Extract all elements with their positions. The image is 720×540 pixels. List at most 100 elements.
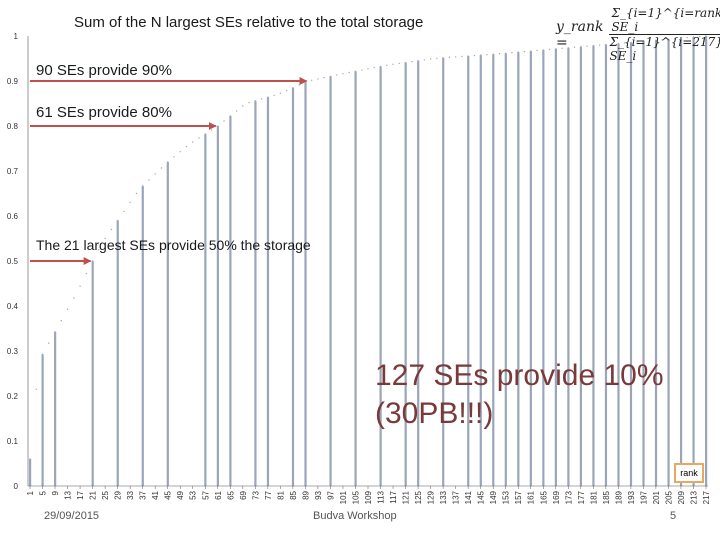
x-tick-label: 197 (639, 490, 648, 504)
chart-title: Sum of the N largest SEs relative to the… (74, 14, 424, 31)
curve-point (348, 71, 350, 74)
curve-point (398, 62, 400, 65)
curve-point (674, 37, 676, 40)
bar-rank-97 (329, 76, 332, 487)
curve-point (655, 39, 657, 41)
curve-point (129, 201, 131, 204)
curve-point (267, 96, 269, 98)
formula: y_rank = Σ_{i=1}^{i=rank} SE_i Σ_{i=1}^{… (556, 6, 720, 63)
formula-lhs: y_rank = (556, 18, 604, 51)
curve-point (98, 249, 100, 251)
curve-point (160, 167, 163, 169)
bar-rank-173 (567, 47, 570, 486)
curve-point (648, 40, 651, 42)
curve-point (35, 388, 37, 390)
curve-point (448, 56, 451, 59)
bar-rank-105 (354, 71, 357, 486)
footer-page: 5 (670, 510, 677, 522)
curve-point (536, 49, 538, 52)
x-tick-label: 9 (51, 490, 60, 495)
y-tick-label: 0.2 (7, 392, 19, 401)
y-tick-label: 0.1 (7, 437, 19, 446)
curve-point (336, 74, 338, 76)
curve-point (404, 61, 407, 64)
bar-rank-213 (692, 37, 695, 486)
x-tick-label: 21 (89, 490, 98, 499)
curve-point (598, 44, 601, 46)
bar-rank-5 (41, 354, 44, 486)
x-tick-label: 45 (164, 490, 173, 499)
curve-point (141, 185, 144, 187)
curve-point (573, 46, 576, 48)
x-tick-label: 193 (627, 490, 636, 504)
x-tick-label: 81 (276, 490, 285, 499)
x-tick-label: 153 (502, 490, 511, 504)
curve-point (317, 78, 319, 80)
bar-rank-141 (467, 56, 470, 487)
curve-point (242, 105, 244, 107)
x-tick-label: 29 (114, 490, 123, 499)
x-tick-label: 205 (664, 490, 673, 504)
curve-point (110, 228, 113, 231)
annotation-90: 90 SEs provide 90% (36, 62, 172, 79)
x-tick-label: 149 (489, 490, 498, 504)
bar-rank-197 (642, 41, 645, 487)
bar-rank-113 (379, 66, 382, 486)
x-tick-label: 201 (652, 490, 661, 504)
curve-point (548, 48, 551, 51)
x-tick-label: 41 (151, 490, 160, 499)
curve-point (173, 156, 175, 158)
curve-point (41, 353, 44, 356)
x-tick-label: 13 (64, 490, 73, 499)
bar-rank-209 (679, 38, 683, 486)
curve-point (661, 39, 663, 41)
curve-point (154, 173, 156, 175)
curve-point (273, 94, 275, 97)
curve-point (260, 98, 263, 100)
x-tick-label: 5 (39, 490, 48, 495)
curve-point (292, 87, 294, 89)
x-tick-label: 65 (226, 490, 235, 499)
curve-point (386, 64, 388, 66)
bar-rank-157 (517, 52, 520, 487)
curve-point (135, 192, 138, 195)
x-axis-label: rank (674, 463, 704, 483)
bar-rank-145 (479, 55, 482, 486)
bar-rank-165 (542, 49, 545, 486)
formula-numerator: Σ_{i=1}^{i=rank} SE_i (609, 6, 720, 35)
arrows-group (30, 77, 308, 265)
formula-denominator: Σ_{i=1}^{i=217} SE_i (609, 35, 720, 63)
curve-point (567, 47, 569, 49)
curve-point (254, 100, 257, 102)
x-tick-label: 37 (139, 490, 148, 499)
bar-rank-61 (216, 126, 219, 486)
x-tick-label: 1 (26, 490, 35, 495)
bar-rank-201 (654, 40, 658, 487)
curve-point (229, 115, 231, 117)
curve-point (623, 42, 626, 44)
x-tick-label: 109 (364, 490, 373, 504)
formula-fraction: Σ_{i=1}^{i=rank} SE_i Σ_{i=1}^{i=217} SE… (609, 6, 720, 63)
annotation-80: 61 SEs provide 80% (36, 104, 172, 121)
curve-point (192, 141, 194, 143)
x-tick-label: 209 (677, 490, 686, 504)
curve-point (60, 319, 62, 322)
curve-point (423, 59, 426, 61)
curve-point (636, 41, 638, 43)
x-tick-label: 93 (314, 490, 323, 499)
y-tick-label: 0.9 (7, 77, 19, 86)
bar-rank-153 (504, 53, 507, 486)
annotation-50: The 21 largest SEs provide 50% the stora… (36, 237, 311, 253)
y-tick-label: 0.7 (7, 167, 19, 176)
x-tick-label: 61 (214, 490, 223, 499)
annotation-10: 127 SEs provide 10% (30PB!!!) (375, 357, 664, 433)
x-tick-label: 177 (577, 490, 586, 504)
bar-rank-121 (404, 62, 407, 487)
x-tick-label: 117 (389, 490, 398, 503)
x-tick-label: 133 (439, 490, 448, 504)
x-tick-label: 77 (264, 490, 273, 499)
curve-point (605, 43, 607, 46)
curve-point (523, 50, 526, 53)
curve-point (454, 56, 457, 58)
curve-point (217, 125, 219, 127)
